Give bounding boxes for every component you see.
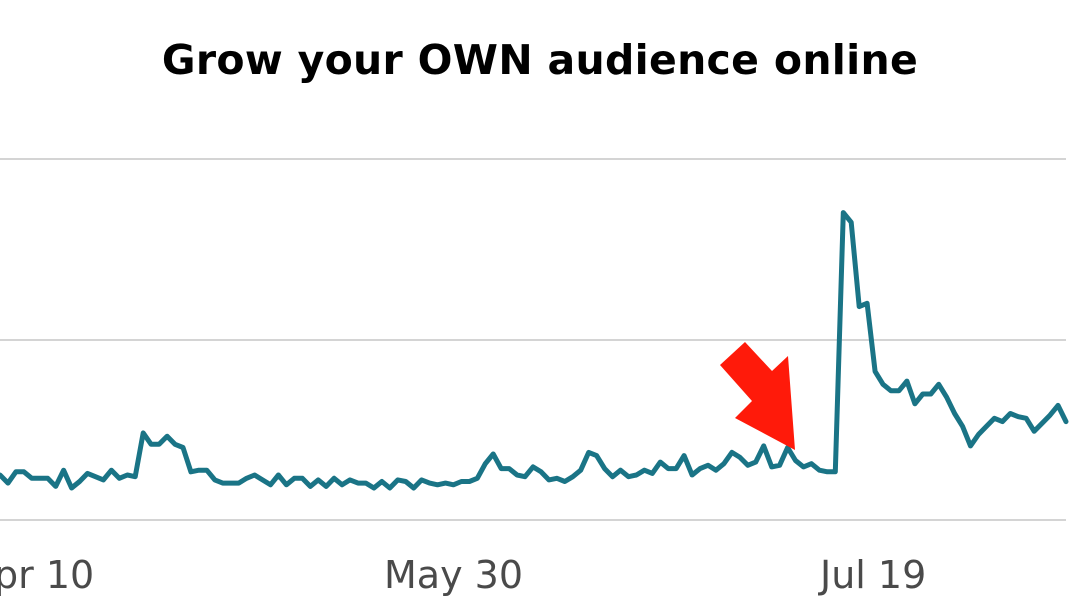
arrow-shape <box>720 342 795 450</box>
x-tick-label: May 30 <box>384 553 523 597</box>
red-arrow-icon <box>720 342 795 450</box>
series-line <box>0 210 1069 491</box>
gridlines <box>0 158 1066 521</box>
x-tick-label: pr 10 <box>0 553 94 597</box>
x-axis-ticks: pr 10 May 30 Jul 19 <box>0 553 926 597</box>
x-tick-label: Jul 19 <box>818 553 926 597</box>
chart-title: Grow your OWN audience online <box>161 36 919 84</box>
